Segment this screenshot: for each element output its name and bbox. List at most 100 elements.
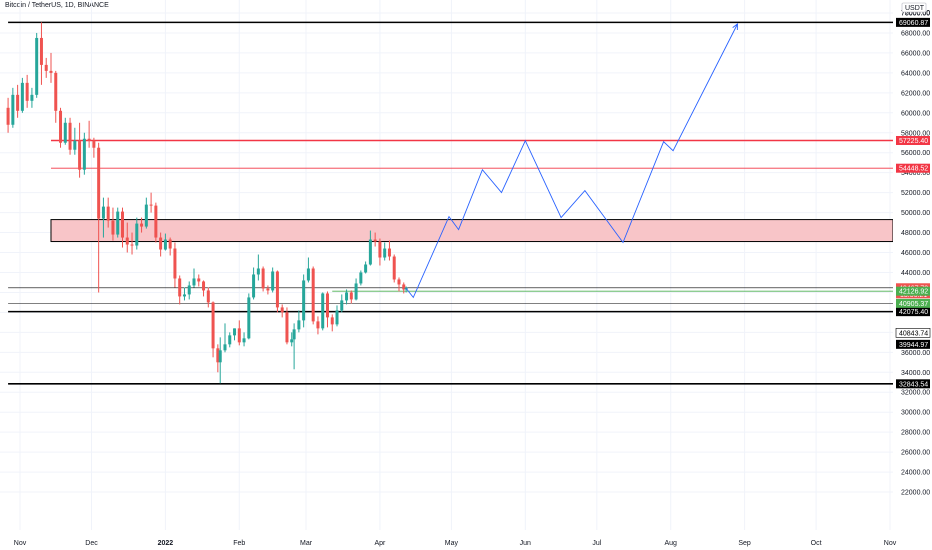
candle-body: [275, 271, 279, 308]
y-tick-label: 36000.00: [901, 350, 930, 357]
candle-body: [135, 223, 139, 246]
candle-body: [73, 140, 77, 150]
candle-body: [218, 350, 222, 363]
y-tick-label: 54000.00: [901, 170, 930, 177]
candle-body: [101, 206, 105, 219]
x-tick-label: Nov: [14, 540, 27, 547]
candle-body: [364, 264, 368, 273]
candle-body: [125, 237, 129, 245]
candle-body: [187, 285, 191, 295]
y-tick-label: 44000.00: [901, 270, 930, 277]
y-tick-label: 48000.00: [901, 230, 930, 237]
candle-body: [223, 344, 227, 351]
price-tag-label: 42075.40: [899, 309, 928, 316]
y-tick-label: 68000.00: [901, 30, 930, 37]
price-tag-label: 42126.92: [899, 289, 928, 296]
projection-layer: [405, 23, 738, 299]
candle-body: [340, 300, 344, 311]
currency-box: [901, 2, 927, 13]
candle-body: [335, 310, 339, 325]
candle-body: [68, 122, 72, 150]
resistance-zone-layer: [50, 219, 894, 243]
candle-body: [302, 280, 306, 321]
chart-title: Bitcoin / TetherUS, 1D, BINANCE: [5, 2, 109, 9]
resistance-zone: [50, 219, 894, 243]
candle-body: [39, 37, 43, 65]
candle-body: [192, 278, 196, 286]
price-axis-bg: [893, 0, 932, 550]
price-tag: [896, 298, 930, 308]
candle-body: [182, 294, 186, 297]
price-tag: [896, 286, 930, 296]
y-tick-label: 26000.00: [901, 450, 930, 457]
candle-body: [78, 140, 82, 170]
candle-body: [368, 239, 372, 265]
candle-body: [228, 335, 232, 345]
price-tag: [896, 163, 930, 173]
candle-body: [373, 239, 377, 242]
x-tick-label: Jun: [520, 540, 531, 547]
candle-body: [11, 94, 15, 125]
candle-body: [25, 82, 29, 101]
candle-body: [292, 329, 296, 340]
currency-text: USDT: [905, 5, 925, 12]
y-tick-label: 62000.00: [901, 90, 930, 97]
candle-body: [392, 256, 396, 280]
y-tick-label: 22000.00: [901, 490, 930, 497]
x-tick-label: Feb: [233, 540, 245, 547]
candle-body: [397, 279, 401, 285]
x-tick-label: Nov: [884, 540, 897, 547]
candle-body: [106, 206, 110, 221]
candle-body: [256, 268, 260, 275]
candle-body: [149, 204, 153, 206]
time-axis-bg: [0, 532, 932, 550]
currency-label[interactable]: USDT: [901, 2, 927, 13]
y-tick-label: 72000.00: [901, 10, 930, 17]
candle-body: [35, 37, 39, 95]
candle-body: [402, 284, 406, 290]
candle-body: [168, 239, 172, 249]
price-tag: [896, 379, 930, 389]
x-tick-label: Apr: [374, 540, 386, 547]
candle-body: [16, 94, 20, 111]
candle-body: [266, 288, 270, 291]
x-tick-label: 2022: [158, 540, 174, 547]
candle-body: [237, 328, 241, 343]
candle-body: [178, 278, 182, 297]
y-tick-label: 70000.00: [901, 11, 930, 18]
candle-body: [290, 339, 294, 343]
candle-body: [211, 302, 215, 349]
candle-body: [97, 147, 101, 219]
time-axis[interactable]: Nov Dec 2022 Feb Mar Apr May Jun Jul Aug Sep Oct Nov: [0, 532, 932, 550]
candle-body: [87, 138, 91, 141]
candle-body: [30, 94, 34, 101]
candle-body: [20, 82, 24, 111]
y-tick-label: 52000.00: [901, 190, 930, 197]
candle-body: [197, 278, 201, 282]
candle-body: [44, 64, 48, 71]
price-tag: [896, 17, 930, 27]
grid: [0, 0, 893, 530]
price-tag-label: 39944.97: [899, 342, 928, 349]
price-tag-label: 54448.52: [899, 166, 928, 173]
candle-body: [280, 307, 284, 313]
candle-body: [163, 239, 167, 250]
price-tag-label: 69060.87: [899, 20, 928, 27]
y-tick-label: 28000.00: [901, 430, 930, 437]
price-tag-label: 57225.40: [899, 138, 928, 145]
y-tick-label: 50000.00: [901, 210, 930, 217]
x-tick-label: Aug: [664, 540, 677, 547]
price-axis[interactable]: 22000.00 24000.00 26000.00 28000.00 30000.00…: [893, 0, 932, 550]
candle-body: [202, 281, 206, 291]
candle-body: [345, 292, 349, 301]
candle-body: [271, 271, 275, 291]
y-tick-label: 58000.00: [901, 130, 930, 137]
y-tick-label: 56000.00: [901, 150, 930, 157]
horizontal-lines: [8, 21, 893, 385]
candle-body: [154, 205, 158, 238]
price-tag-label: 40905.37: [899, 301, 928, 308]
x-tick-label: May: [445, 540, 459, 547]
price-tag: [895, 328, 931, 338]
candle-body: [325, 293, 329, 318]
